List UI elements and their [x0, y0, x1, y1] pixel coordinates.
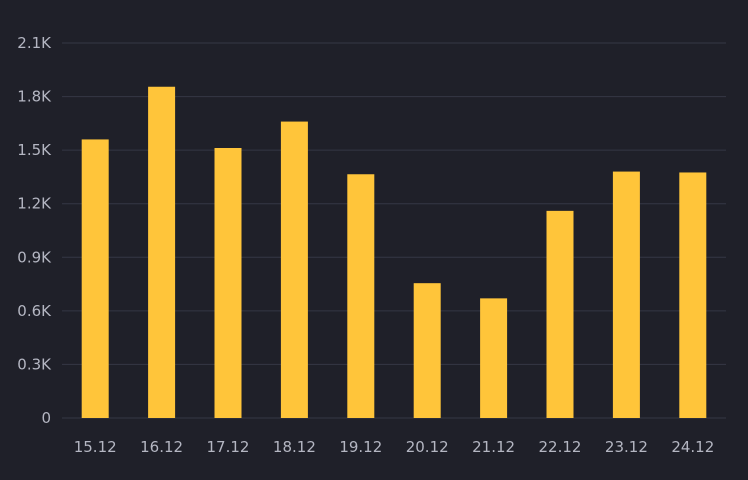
bar-16.12[interactable] [148, 86, 176, 418]
x-tick-label: 21.12 [472, 438, 515, 456]
bar-19.12[interactable] [347, 174, 375, 418]
y-axis: 0 0.3K 0.6K 0.9K 1.2K 1.5K 1.8K 2.1K [17, 34, 52, 427]
y-tick-label: 0.6K [17, 302, 52, 320]
x-tick-label: 23.12 [605, 438, 648, 456]
x-tick-label: 17.12 [207, 438, 250, 456]
y-tick-label: 1.2K [17, 195, 52, 213]
bar-24.12[interactable] [679, 172, 707, 418]
y-tick-label: 1.5K [17, 141, 52, 159]
x-tick-label: 24.12 [671, 438, 714, 456]
x-axis: 15.12 16.12 17.12 18.12 19.12 20.12 21.12 22.12… [74, 438, 715, 456]
x-tick-label: 19.12 [339, 438, 382, 456]
bar-23.12[interactable] [612, 171, 640, 418]
x-tick-label: 20.12 [406, 438, 449, 456]
bar-18.12[interactable] [280, 121, 308, 419]
y-tick-label: 2.1K [17, 34, 52, 52]
x-tick-label: 15.12 [74, 438, 117, 456]
bar-21.12[interactable] [480, 298, 508, 418]
y-tick-label: 0.9K [17, 248, 52, 266]
bar-15.12[interactable] [81, 139, 109, 418]
y-tick-label: 0 [41, 409, 51, 427]
x-tick-label: 22.12 [539, 438, 582, 456]
bar-17.12[interactable] [214, 148, 242, 418]
x-tick-label: 18.12 [273, 438, 316, 456]
bars [81, 86, 707, 419]
bar-22.12[interactable] [546, 210, 574, 418]
x-tick-label: 16.12 [140, 438, 183, 456]
bar-20.12[interactable] [413, 283, 441, 418]
y-tick-label: 0.3K [17, 355, 52, 373]
y-tick-label: 1.8K [17, 88, 52, 106]
